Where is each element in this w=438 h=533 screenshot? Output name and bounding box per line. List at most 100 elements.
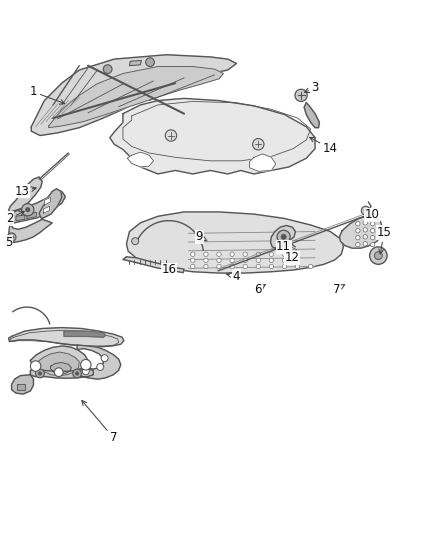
Polygon shape [44,198,50,205]
Circle shape [217,252,221,256]
Polygon shape [9,220,52,243]
Circle shape [81,359,91,370]
Circle shape [256,252,261,256]
Polygon shape [12,375,33,394]
Polygon shape [271,225,295,248]
Circle shape [35,369,44,378]
Circle shape [217,258,221,263]
Circle shape [356,236,360,240]
Polygon shape [77,345,121,379]
Circle shape [243,264,247,269]
Circle shape [30,361,41,372]
Polygon shape [130,60,141,66]
Text: 7: 7 [333,282,345,296]
Polygon shape [9,328,124,347]
Circle shape [243,258,247,263]
Circle shape [361,206,370,215]
Polygon shape [50,362,71,374]
Circle shape [356,243,360,247]
Circle shape [21,204,34,216]
Circle shape [217,264,221,269]
Circle shape [374,252,382,260]
Text: 16: 16 [161,263,176,277]
Polygon shape [110,99,315,174]
Polygon shape [17,384,25,390]
Text: 9: 9 [196,230,207,243]
Circle shape [132,238,139,245]
Circle shape [363,241,367,246]
Circle shape [82,368,89,375]
Circle shape [269,258,274,263]
Circle shape [230,252,234,256]
Polygon shape [31,55,237,135]
Circle shape [38,372,42,375]
Circle shape [230,264,234,269]
Circle shape [256,264,261,269]
Circle shape [25,207,30,212]
Circle shape [10,236,13,239]
Circle shape [103,65,112,74]
Polygon shape [38,352,79,376]
Text: 14: 14 [310,138,338,155]
Circle shape [269,264,274,269]
Polygon shape [9,177,42,213]
Circle shape [356,229,360,233]
Circle shape [283,264,287,269]
Circle shape [371,243,375,247]
Circle shape [230,258,234,263]
Polygon shape [64,331,106,337]
Circle shape [73,369,81,378]
Circle shape [371,222,375,226]
Circle shape [253,139,264,150]
Circle shape [75,372,79,375]
Text: 13: 13 [14,185,36,198]
Circle shape [7,233,16,241]
Circle shape [191,252,195,256]
Polygon shape [30,346,88,376]
Text: 6: 6 [254,282,265,296]
Polygon shape [43,206,49,213]
Text: 4: 4 [226,270,240,282]
Polygon shape [16,215,25,221]
Circle shape [295,264,300,269]
Circle shape [356,222,360,226]
Circle shape [295,89,307,101]
Polygon shape [250,154,276,171]
Circle shape [363,228,367,232]
Circle shape [370,247,387,264]
Circle shape [281,234,286,239]
Text: 7: 7 [82,400,117,444]
Circle shape [204,252,208,256]
Circle shape [371,236,375,240]
Circle shape [364,209,367,212]
Circle shape [371,229,375,233]
Circle shape [269,252,274,256]
Circle shape [191,258,195,263]
Polygon shape [39,189,62,219]
Circle shape [97,364,104,370]
Circle shape [101,354,108,362]
Circle shape [308,264,313,269]
Circle shape [165,130,177,141]
Polygon shape [304,103,319,128]
Polygon shape [49,67,223,128]
Circle shape [363,221,367,225]
Text: 1: 1 [30,85,65,104]
Circle shape [191,264,195,269]
Polygon shape [339,216,383,248]
Circle shape [146,58,154,67]
Text: 15: 15 [377,226,392,254]
Text: 11: 11 [276,240,291,253]
Circle shape [363,235,367,239]
Polygon shape [30,369,93,378]
Circle shape [204,264,208,269]
Circle shape [256,258,261,263]
Polygon shape [127,152,153,167]
Circle shape [243,252,247,256]
Text: 3: 3 [305,81,319,94]
Text: 2: 2 [6,211,24,225]
Circle shape [283,258,287,263]
Circle shape [277,230,290,244]
Text: 5: 5 [5,236,12,249]
Text: 12: 12 [285,251,300,264]
